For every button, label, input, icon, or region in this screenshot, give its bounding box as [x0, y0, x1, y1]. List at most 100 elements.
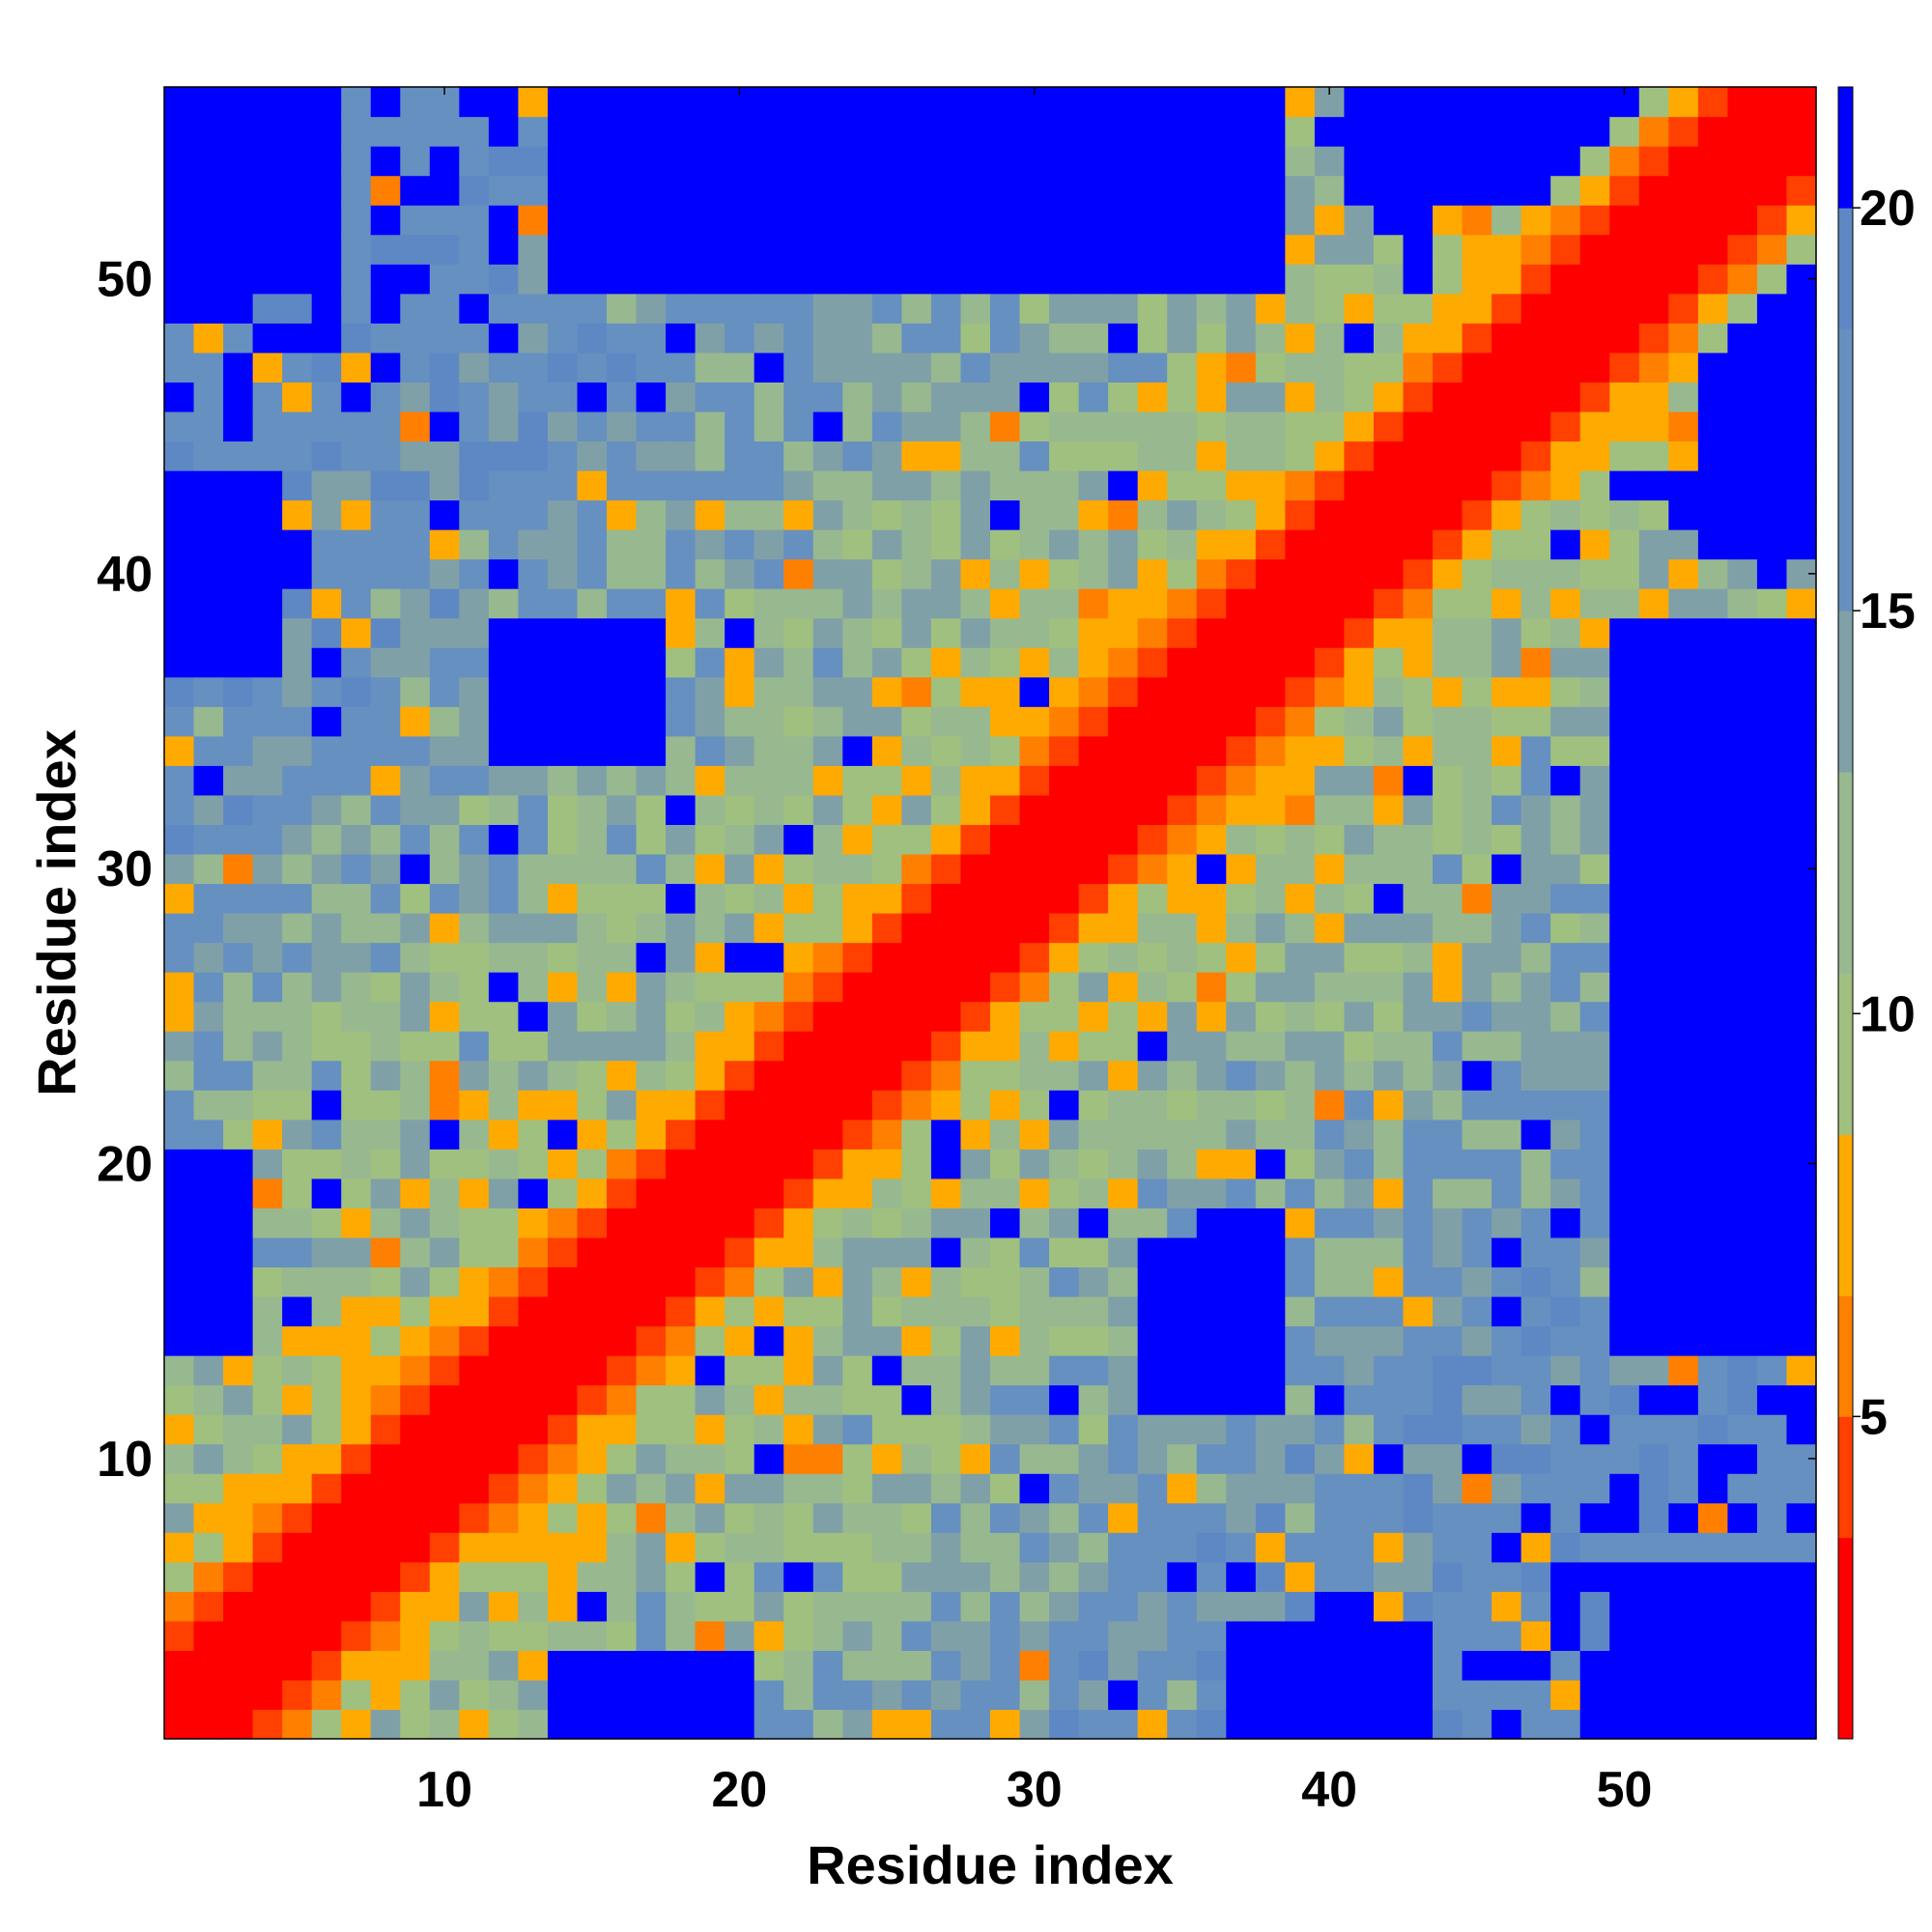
- heatmap-cell: [1756, 558, 1788, 589]
- colorbar-segment: [1838, 87, 1853, 209]
- heatmap-cell: [282, 1090, 313, 1121]
- heatmap-cell: [1462, 1208, 1492, 1238]
- heatmap-cell: [871, 175, 902, 206]
- heatmap-cell: [1019, 1325, 1050, 1356]
- heatmap-cell: [1108, 1355, 1139, 1386]
- heatmap-cell: [370, 1502, 401, 1533]
- heatmap-cell: [1668, 558, 1699, 589]
- heatmap-cell: [193, 1355, 224, 1386]
- heatmap-cell: [1049, 735, 1080, 766]
- heatmap-cell: [724, 913, 755, 944]
- heatmap-cell: [1373, 1325, 1405, 1356]
- heatmap-cell: [695, 87, 725, 118]
- heatmap-cell: [1492, 1236, 1522, 1268]
- heatmap-cell: [1078, 588, 1109, 619]
- heatmap-cell: [666, 972, 696, 1003]
- heatmap-cell: [193, 824, 224, 855]
- heatmap-cell: [1638, 1561, 1669, 1592]
- heatmap-cell: [1492, 883, 1522, 914]
- heatmap-cell: [1756, 440, 1788, 471]
- heatmap-cell: [1108, 794, 1139, 825]
- heatmap-cell: [1727, 382, 1758, 412]
- heatmap-cell: [901, 87, 932, 118]
- heatmap-cell: [1049, 1119, 1080, 1150]
- heatmap-cell: [1019, 1266, 1050, 1297]
- heatmap-cell: [341, 352, 372, 383]
- heatmap-cell: [1668, 1473, 1699, 1504]
- heatmap-cell: [960, 352, 991, 383]
- heatmap-cell: [1492, 234, 1522, 265]
- heatmap-cell: [1196, 469, 1227, 501]
- heatmap-cell: [1756, 175, 1788, 206]
- heatmap-cell: [636, 617, 667, 648]
- heatmap-cell: [1492, 558, 1522, 589]
- heatmap-cell: [1137, 1502, 1168, 1533]
- heatmap-cell: [607, 1414, 638, 1445]
- heatmap-cell: [1638, 293, 1669, 324]
- heatmap-cell: [518, 1414, 549, 1445]
- heatmap-cell: [1786, 529, 1817, 560]
- heatmap-cell: [783, 1591, 814, 1622]
- heatmap-cell: [164, 735, 195, 766]
- heatmap-cell: [341, 293, 372, 324]
- heatmap-cell: [1108, 942, 1139, 973]
- heatmap-cell: [459, 264, 490, 295]
- heatmap-cell: [1727, 913, 1758, 944]
- heatmap-cell: [1638, 883, 1669, 914]
- heatmap-cell: [1078, 1149, 1109, 1179]
- heatmap-cell: [547, 1031, 579, 1062]
- heatmap-cell: [1462, 382, 1492, 412]
- heatmap-cell: [1255, 234, 1286, 265]
- heatmap-cell: [753, 352, 784, 383]
- heatmap-cell: [1786, 1119, 1817, 1150]
- heatmap-cell: [1078, 794, 1109, 825]
- heatmap-cell: [607, 1325, 638, 1356]
- heatmap-cell: [1167, 1709, 1198, 1740]
- heatmap-cell: [1255, 1266, 1286, 1297]
- heatmap-cell: [1697, 1090, 1728, 1121]
- heatmap-cell: [252, 1414, 283, 1445]
- heatmap-cell: [1285, 1119, 1316, 1150]
- heatmap-cell: [990, 411, 1021, 442]
- heatmap-cell: [695, 883, 725, 914]
- heatmap-cell: [1697, 558, 1728, 589]
- heatmap-cell: [1462, 1709, 1492, 1740]
- heatmap-cell: [459, 794, 490, 825]
- heatmap-cell: [960, 1149, 991, 1179]
- heatmap-cell: [252, 588, 283, 619]
- heatmap-cell: [1403, 913, 1434, 944]
- heatmap-cell: [901, 794, 932, 825]
- heatmap-cell: [666, 234, 696, 265]
- heatmap-cell: [400, 706, 431, 737]
- heatmap-cell: [1579, 972, 1610, 1003]
- heatmap-cell: [1049, 1384, 1080, 1415]
- heatmap-cell: [724, 382, 755, 412]
- heatmap-cell: [370, 499, 401, 530]
- heatmap-cell: [1520, 323, 1551, 354]
- heatmap-cell: [842, 1355, 873, 1386]
- heatmap-cell: [1520, 1355, 1551, 1386]
- heatmap-cell: [695, 617, 725, 648]
- heatmap-cell: [666, 352, 696, 383]
- heatmap-cell: [282, 1149, 313, 1179]
- heatmap-cell: [223, 853, 254, 885]
- heatmap-cell: [1167, 706, 1198, 737]
- heatmap-cell: [1786, 647, 1817, 678]
- heatmap-cell: [1226, 1001, 1257, 1032]
- heatmap-cell: [341, 323, 372, 354]
- heatmap-cell: [1550, 499, 1581, 530]
- heatmap-cell: [1756, 972, 1788, 1003]
- heatmap-cell: [1049, 1355, 1080, 1386]
- heatmap-cell: [577, 853, 608, 885]
- heatmap-cell: [429, 1325, 460, 1356]
- heatmap-cell: [1344, 1031, 1375, 1062]
- heatmap-cell: [1255, 1502, 1286, 1533]
- heatmap-cell: [1373, 205, 1405, 236]
- heatmap-cell: [871, 1325, 902, 1356]
- heatmap-cell: [1433, 1149, 1463, 1179]
- heatmap-cell: [400, 1591, 431, 1622]
- heatmap-cell: [960, 972, 991, 1003]
- heatmap-cell: [459, 617, 490, 648]
- heatmap-cell: [1078, 676, 1109, 707]
- heatmap-cell: [400, 264, 431, 295]
